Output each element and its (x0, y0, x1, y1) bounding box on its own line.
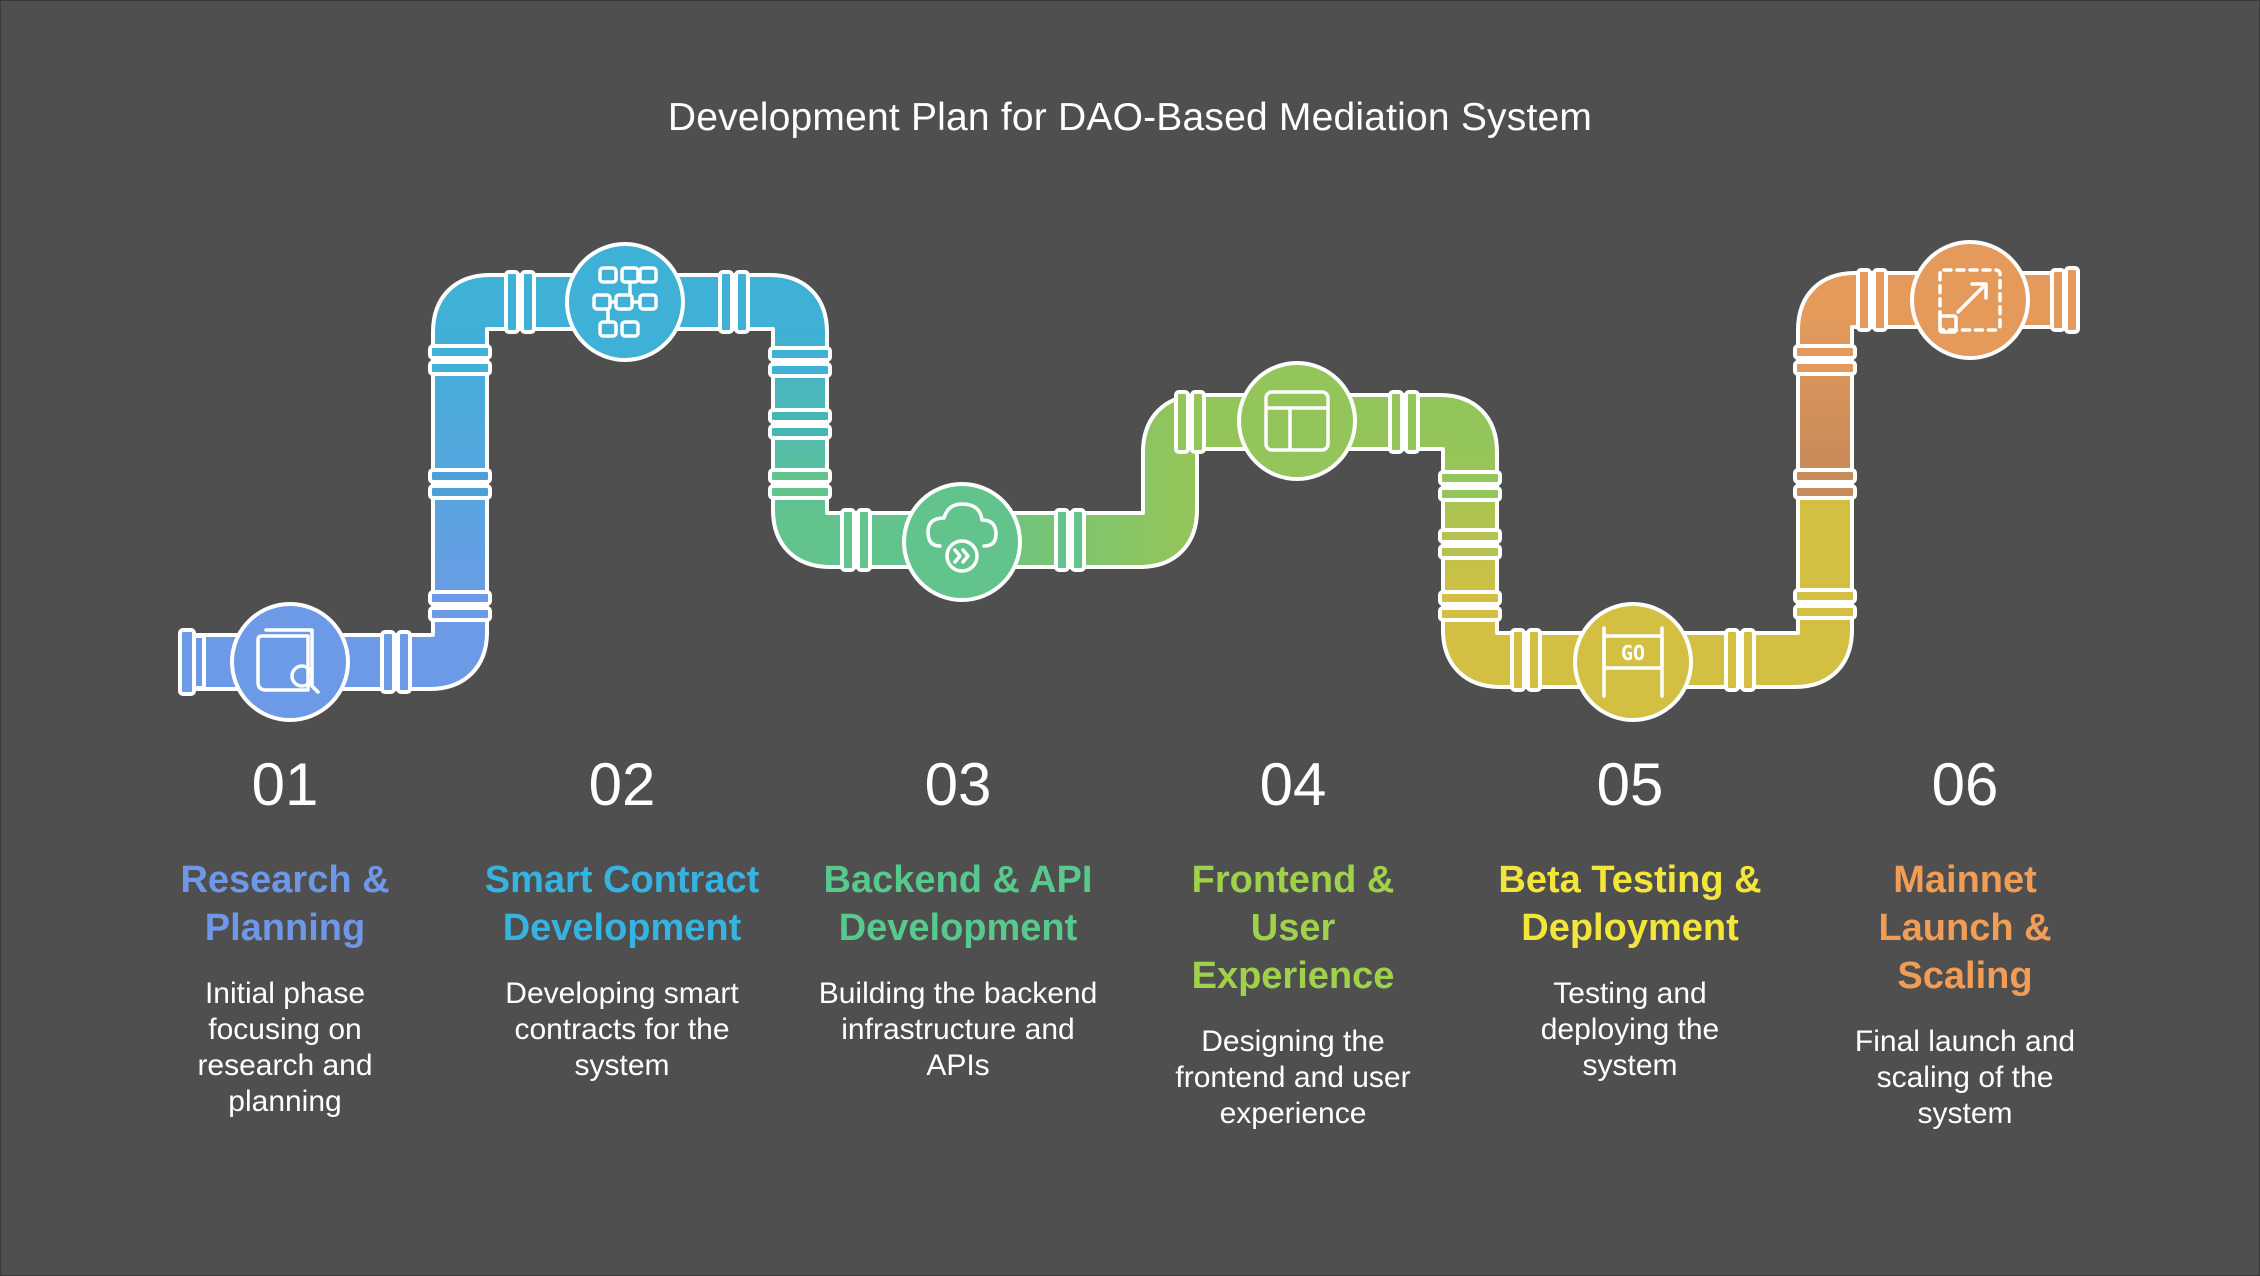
step-description: Final launch and scaling of the system (1854, 1025, 2076, 1130)
node-2 (565, 242, 685, 362)
go-sign-icon: GO (1602, 626, 1664, 698)
step-title: Research & Planning (180, 859, 390, 949)
step-description: Initial phase focusing on research and p… (197, 977, 373, 1118)
step-1: 01 Research & Planning Initial phase foc… (135, 740, 435, 1120)
layout-window-icon (1264, 390, 1330, 452)
step-title: Smart Contract Development (484, 859, 760, 949)
flowchart-icon (592, 266, 658, 338)
step-number: 04 (1259, 751, 1327, 818)
pipe-couplings (178, 266, 2080, 696)
step-6: 06 Mainnet Launch & Scaling Final launch… (1815, 740, 2115, 1132)
step-title: Frontend & User Experience (1191, 859, 1395, 997)
step-description: Building the backend infrastructure and … (818, 977, 1098, 1082)
step-description: Testing and deploying the system (1540, 977, 1720, 1082)
expand-scale-icon (1938, 268, 2002, 334)
book-search-icon (256, 628, 320, 694)
node-6 (1910, 240, 2030, 360)
node-4 (1237, 361, 1357, 481)
step-description: Designing the frontend and user experien… (1175, 1025, 1411, 1130)
step-number: 05 (1596, 751, 1664, 818)
step-title: Mainnet Launch & Scaling (1878, 859, 2052, 997)
step-number: 01 (251, 751, 319, 818)
step-description: Developing smart contracts for the syste… (505, 977, 739, 1082)
cloud-forward-icon (926, 502, 998, 573)
node-1 (230, 602, 350, 722)
go-sign-label: GO (1621, 641, 1645, 665)
step-number: 02 (588, 751, 656, 818)
step-4: 04 Frontend & User Experience Designing … (1143, 740, 1443, 1132)
step-5: 05 Beta Testing & Deployment Testing and… (1480, 740, 1780, 1084)
step-number: 03 (924, 751, 992, 818)
step-3: 03 Backend & API Development Building th… (808, 740, 1108, 1084)
pipe-segment-1 (185, 277, 650, 687)
node-3 (902, 482, 1022, 602)
step-number: 06 (1931, 751, 1999, 818)
step-2: 02 Smart Contract Development Developing… (472, 740, 772, 1084)
node-5: GO (1573, 602, 1693, 722)
diagram-title: Development Plan for DAO-Based Mediation… (667, 96, 1593, 139)
step-title: Backend & API Development (823, 859, 1093, 949)
step-title: Beta Testing & Deployment (1498, 859, 1762, 949)
